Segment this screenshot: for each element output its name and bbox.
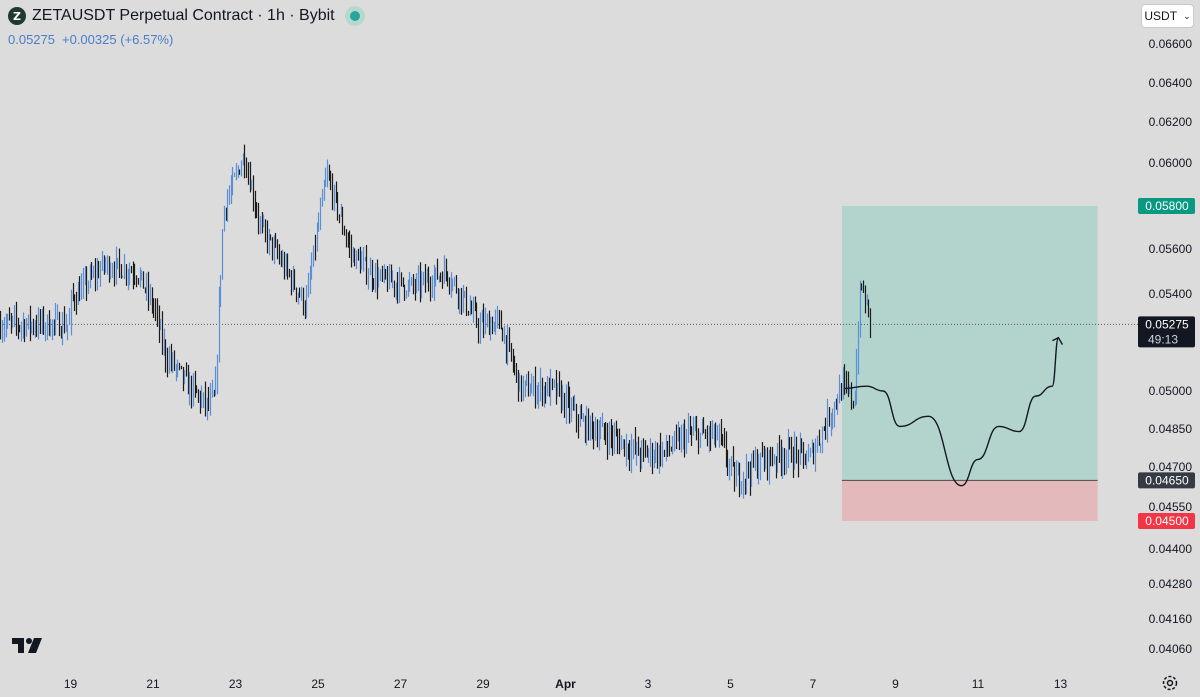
entry-price-badge-bg	[1138, 472, 1195, 489]
last-price: 0.05275	[8, 32, 55, 47]
candlestick-series	[0, 144, 872, 499]
market-open-dot-icon	[344, 6, 365, 26]
entry-price-badge: 0.04650	[1145, 473, 1189, 487]
loss-zone[interactable]	[841, 480, 1098, 521]
time-axis-tick-label: 11	[972, 677, 985, 691]
price-change: +0.00325 (+6.57%)	[62, 32, 174, 47]
price-axis-tick-label: 0.04160	[1149, 612, 1193, 626]
price-axis-tick-label: 0.06600	[1149, 37, 1193, 51]
target-price-badge: 0.05800	[1145, 199, 1189, 213]
time-axis-tick-label: 19	[64, 677, 78, 691]
chevron-down-icon: ⌄	[1183, 10, 1191, 21]
long-position-zones	[841, 206, 1098, 521]
zeta-logo-icon: Z	[8, 7, 26, 25]
target-price-badge-bg	[1138, 198, 1195, 214]
price-legend: 0.05275 +0.00325 (+6.57%)	[8, 32, 173, 47]
stop-price-badge: 0.04500	[1145, 514, 1189, 528]
price-axis-tick-label: 0.06400	[1149, 76, 1193, 90]
price-axis-tick-label: 0.04850	[1149, 422, 1193, 436]
currency-select-button[interactable]: USDT ⌄	[1141, 4, 1194, 28]
projection-curve[interactable]	[843, 336, 1060, 487]
price-axis-tick-label: 0.05600	[1149, 242, 1193, 256]
time-axis-tick-label: 9	[892, 677, 899, 691]
symbol-title[interactable]: ZETAUSDT Perpetual Contract · 1h · Bybit	[32, 7, 335, 24]
current-price-badge-bg	[1138, 316, 1195, 348]
profit-zone[interactable]	[841, 206, 1098, 481]
price-axis-tick-label: 0.05000	[1149, 384, 1193, 398]
time-axis-tick-label: 27	[394, 677, 408, 691]
price-axis-tick-label: 0.04060	[1149, 642, 1193, 656]
bar-countdown: 49:13	[1148, 332, 1178, 346]
time-axis-tick-label: 13	[1054, 677, 1068, 691]
price-axis-tick-label: 0.06200	[1149, 115, 1193, 129]
price-axis-tick-label: 0.04550	[1149, 500, 1193, 514]
time-axis-tick-label: 21	[146, 677, 160, 691]
symbol-legend[interactable]: Z ZETAUSDT Perpetual Contract · 1h · Byb…	[8, 6, 365, 26]
tradingview-logo-icon[interactable]	[10, 636, 44, 656]
projection-arrowhead	[1052, 336, 1064, 345]
price-axis-tick-label: 0.04280	[1149, 577, 1193, 591]
stop-price-badge-bg	[1138, 513, 1195, 529]
current-price-badge: 0.05275	[1145, 317, 1189, 331]
gear-icon[interactable]	[1161, 674, 1179, 692]
price-axis-tick-label: 0.06000	[1149, 156, 1193, 170]
time-axis-tick-label: 23	[229, 677, 243, 691]
time-axis-tick-label: 25	[311, 677, 325, 691]
price-axis-tick-label: 0.04700	[1149, 460, 1193, 474]
time-axis-tick-label: 3	[645, 677, 652, 691]
currency-label: USDT	[1144, 9, 1178, 23]
time-axis: 19 21 23 25 27 29 Apr 3 5 7 9 11 13	[64, 677, 1068, 691]
price-axis-tick-label: 0.04400	[1149, 542, 1193, 556]
time-axis-tick-label: 29	[476, 677, 490, 691]
price-axis: 0.06600 0.06400 0.06200 0.06000 0.05600 0.054…	[1149, 37, 1193, 656]
time-axis-tick-label: 7	[810, 677, 817, 691]
time-axis-tick-label: 5	[727, 677, 734, 691]
time-axis-tick-label: Apr	[555, 677, 576, 691]
projection-path	[843, 336, 1064, 487]
price-axis-tick-label: 0.05400	[1149, 287, 1193, 301]
